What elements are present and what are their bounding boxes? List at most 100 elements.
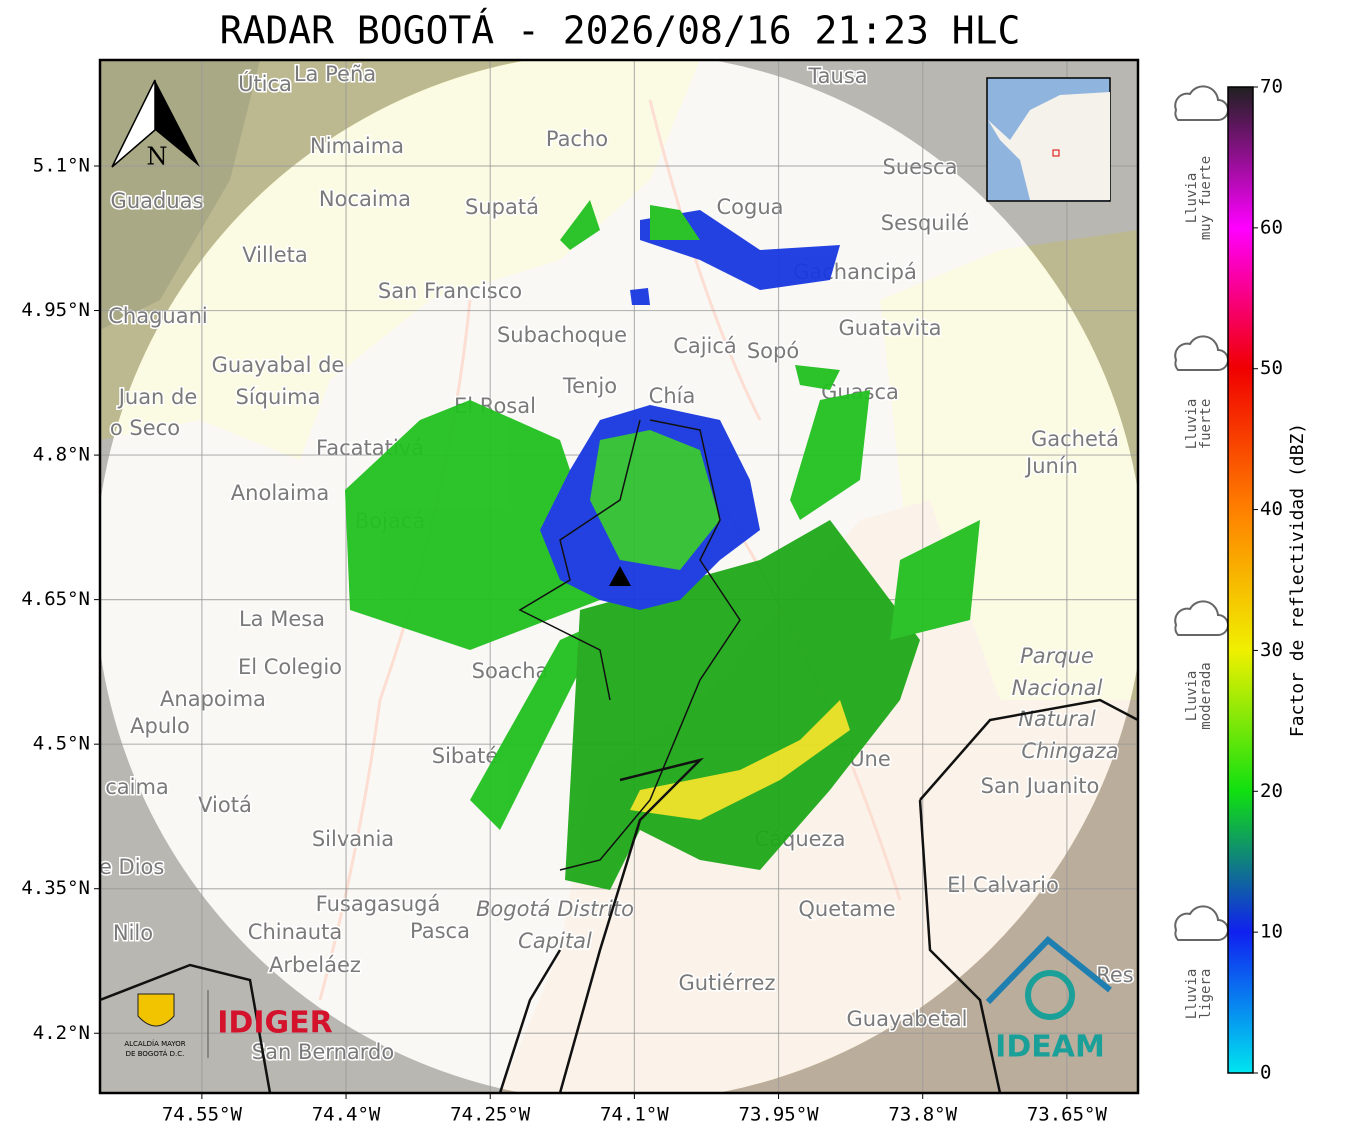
y-tick-label: 4.8°N: [33, 444, 90, 466]
place-label: Juan de: [117, 385, 198, 409]
place-label: Quetame: [798, 897, 895, 921]
inset-marker: [1052, 149, 1060, 157]
echo: [790, 365, 980, 640]
place-label: Guayabal de: [212, 353, 345, 377]
place-label: San Juanito: [981, 774, 1100, 798]
logo-swirl: [1025, 970, 1075, 1020]
colorbar-tick-label: 20: [1260, 780, 1283, 802]
place-label: El Colegio: [238, 655, 342, 679]
place-label: Fusagasugá: [316, 892, 441, 916]
boundary: [100, 698, 1138, 1093]
colorbar-tick-label: 10: [1260, 921, 1283, 943]
echo: [630, 288, 650, 305]
logo-text: ALCALDÍA MAYOR: [124, 1039, 185, 1048]
colorbar-tick-label: 30: [1260, 639, 1283, 661]
place-label: Pasca: [410, 919, 470, 943]
place-label: Gutiérrez: [679, 971, 776, 995]
ideam-text: IDEAM: [995, 1030, 1105, 1065]
legend-label: Lluvia: [1184, 399, 1200, 450]
place-label: Arbeláez: [269, 953, 361, 977]
map: Útica La Peña Tausa Pacho Nimaima Suesca Guadu…: [86, 60, 1138, 1093]
place-label: Cajicá: [673, 334, 737, 358]
place-label: Chía: [649, 384, 696, 408]
place-label: Gachetá: [1031, 427, 1119, 451]
place-label: de Dios: [86, 855, 165, 879]
colorbar-tick-label: 60: [1260, 216, 1283, 238]
place-label: Sibaté: [432, 744, 499, 768]
place-label: Viotá: [198, 793, 252, 817]
echo: [630, 700, 850, 820]
place-label: Capital: [518, 929, 592, 953]
place-label: Supatá: [465, 195, 539, 219]
legend-label: moderada: [1198, 662, 1214, 729]
north-label: N: [147, 143, 168, 171]
place-label: Sopó: [747, 339, 799, 363]
echoes: [345, 200, 980, 890]
y-tick-label: 4.95°N: [21, 299, 90, 321]
place-label: Junín: [1024, 454, 1078, 478]
place-label: La Mesa: [239, 607, 325, 631]
y-tick-label: 5.1°N: [33, 154, 90, 176]
place-label: El Calvario: [947, 873, 1059, 897]
place-label: Soacha: [472, 659, 549, 683]
compass-arrow: [155, 80, 200, 167]
inset-map: [986, 77, 1111, 202]
place-label: Villeta: [242, 243, 307, 267]
place-label: Cogua: [716, 195, 783, 219]
y-tick-label: 4.2°N: [33, 1022, 90, 1044]
colorbar-tick-label: 40: [1260, 498, 1283, 520]
colorbar: [1227, 86, 1254, 1074]
place-label: Tausa: [807, 64, 867, 88]
place-label: Síquima: [236, 385, 321, 409]
y-tick-label: 4.65°N: [21, 588, 90, 610]
place-label: La Peña: [294, 62, 376, 86]
place-label: Útica: [238, 71, 292, 96]
place-label: Chingaza: [1021, 739, 1118, 763]
alcaldia-logo: ALCALDÍA MAYOR DE BOGOTÁ D.C. IDIGER: [124, 990, 333, 1058]
place-label: Chaguani: [108, 304, 208, 328]
legend-label: fuerte: [1198, 399, 1214, 450]
x-tick-label: 74.55°W: [162, 1104, 243, 1126]
legend-label: Lluvia: [1184, 671, 1200, 722]
place-label: Sesquilé: [881, 211, 969, 235]
place-label: caima: [105, 775, 169, 799]
place-label: o Seco: [110, 416, 180, 440]
title: RADAR BOGOTÁ - 2026/08/16 21:23 HLC: [220, 9, 1021, 53]
cloud-icon: [1174, 905, 1229, 941]
place-label: Nocaima: [319, 187, 411, 211]
colorbar-tick-label: 50: [1260, 357, 1283, 379]
place-label: Nimaima: [310, 134, 404, 158]
cloud-icon: [1174, 600, 1229, 636]
y-tick-label: 4.35°N: [21, 877, 90, 899]
place-label: Guaduas: [111, 189, 204, 213]
y-tick-label: 4.5°N: [33, 733, 90, 755]
legend-label: Lluvia: [1184, 969, 1200, 1020]
place-label: Guayabetal: [847, 1007, 968, 1031]
legend-label: muy fuerte: [1198, 156, 1214, 240]
colorbar-tick-label: 70: [1260, 76, 1283, 98]
place-label: Apulo: [130, 714, 190, 738]
x-tick-label: 74.1°W: [600, 1104, 669, 1126]
echo: [590, 430, 720, 570]
legend-label: ligera: [1198, 969, 1214, 1020]
place-label: Silvania: [312, 827, 394, 851]
place-label: Bogotá Distrito: [476, 897, 634, 921]
cloud-icon: [1174, 85, 1229, 121]
boundary: [518, 419, 741, 871]
place-label: Anapoima: [160, 687, 266, 711]
place-label: San Bernardo: [252, 1040, 394, 1064]
x-tick-label: 73.65°W: [1027, 1104, 1108, 1126]
place-label: Anolaima: [231, 481, 329, 505]
place-label: Res: [1096, 963, 1134, 987]
compass: N: [111, 79, 200, 171]
place-label: Nacional: [1012, 676, 1103, 700]
logo-text: DE BOGOTÁ D.C.: [126, 1049, 185, 1058]
place-label: Guatavita: [839, 316, 942, 340]
x-tick-label: 73.95°W: [739, 1104, 820, 1126]
echo: [345, 400, 600, 650]
